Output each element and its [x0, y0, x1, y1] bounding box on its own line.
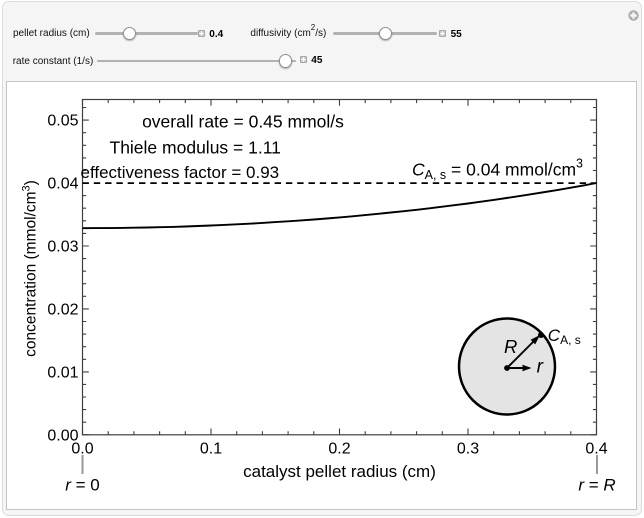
svg-text:0.2: 0.2: [328, 441, 350, 458]
svg-text:r = R: r = R: [578, 476, 615, 495]
svg-text:0.00: 0.00: [47, 427, 78, 444]
svg-text:R: R: [504, 336, 517, 357]
svg-text:effectiveness factor = 0.93: effectiveness factor = 0.93: [80, 163, 279, 182]
svg-text:CA, s: CA, s: [548, 326, 581, 347]
svg-text:0.01: 0.01: [47, 364, 78, 381]
svg-text:0.4: 0.4: [585, 441, 607, 458]
svg-text:0.0: 0.0: [71, 441, 93, 458]
svg-text:0.1: 0.1: [200, 441, 222, 458]
svg-text:r = 0: r = 0: [65, 476, 100, 495]
svg-text:0.04: 0.04: [47, 176, 78, 193]
svg-text:0.03: 0.03: [47, 239, 78, 256]
svg-text:CA, s = 0.04 mmol/cm3: CA, s = 0.04 mmol/cm3: [412, 157, 583, 183]
svg-text:concentration (mmol/cm3): concentration (mmol/cm3): [21, 180, 40, 357]
svg-text:r: r: [537, 357, 544, 378]
svg-text:0.02: 0.02: [47, 301, 78, 318]
svg-text:Thiele modulus = 1.11: Thiele modulus = 1.11: [110, 137, 281, 157]
svg-text:catalyst pellet radius (cm): catalyst pellet radius (cm): [243, 462, 436, 481]
svg-text:0.05: 0.05: [47, 113, 78, 130]
svg-text:0.3: 0.3: [457, 441, 479, 458]
svg-text:overall rate = 0.45 mmol/s: overall rate = 0.45 mmol/s: [142, 112, 344, 132]
